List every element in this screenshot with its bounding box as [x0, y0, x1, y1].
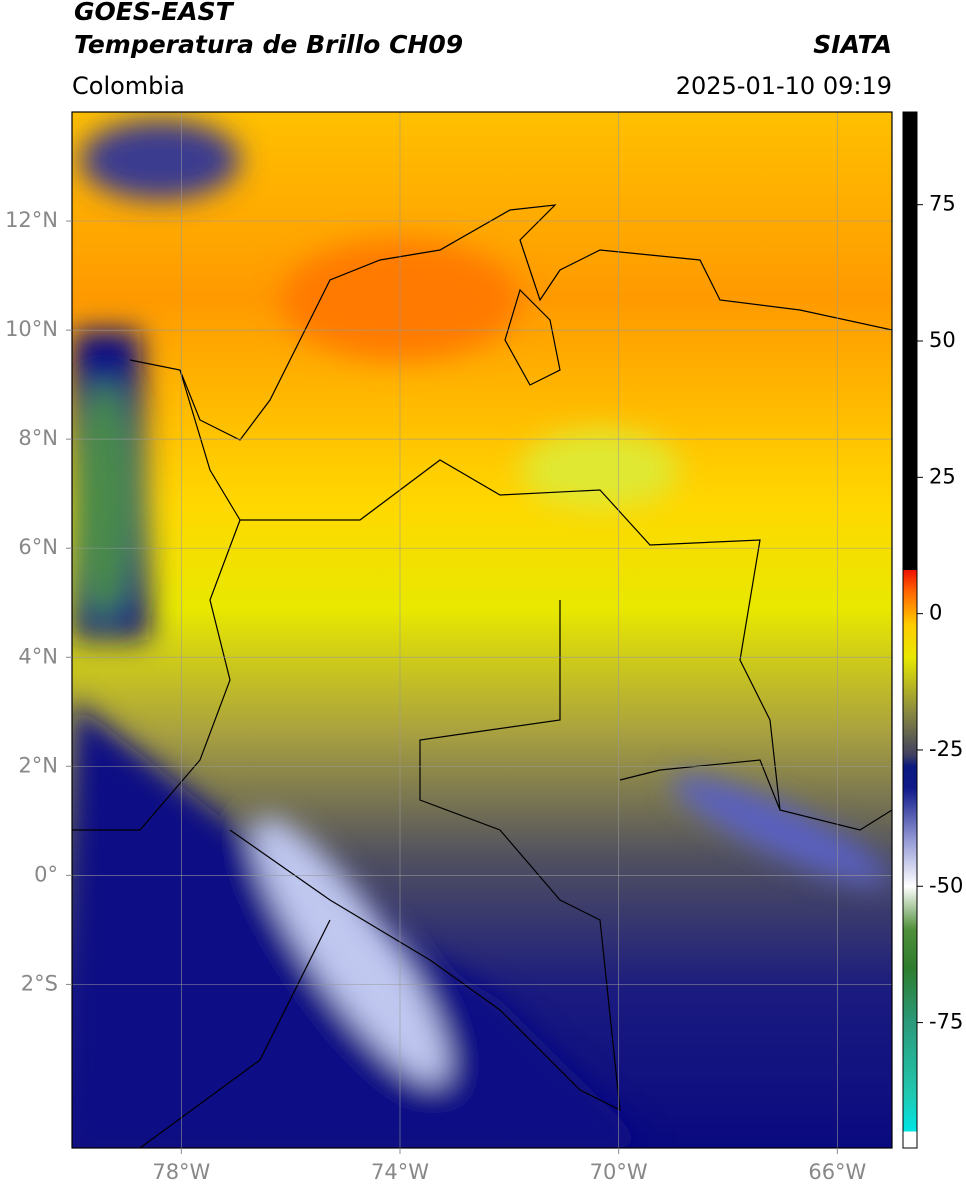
x-tick-label: 74°W	[371, 1160, 429, 1184]
x-tick-label: 66°W	[808, 1160, 866, 1184]
source: SIATA	[813, 30, 892, 59]
colorbar-tick-label: -75	[929, 1010, 963, 1034]
colorbar-tick-label: 0	[929, 601, 942, 625]
y-tick-label: 12°N	[5, 208, 58, 232]
y-tick-label: 2°S	[21, 971, 58, 995]
map-frame	[71, 111, 893, 1149]
y-tick-label: 2°N	[18, 753, 58, 777]
map-image	[72, 112, 892, 1148]
colorbar	[902, 111, 918, 1149]
colorbar-tick-label: 50	[929, 328, 956, 352]
y-tick-label: 10°N	[5, 317, 58, 341]
colorbar-tick-label: 25	[929, 464, 956, 488]
x-tick-label: 78°W	[152, 1160, 210, 1184]
grid	[72, 112, 892, 1148]
colorbar-tick-label: -25	[929, 737, 963, 761]
datetime: 2025-01-10 09:19	[676, 72, 892, 100]
colorbar-tick-label: 75	[929, 192, 956, 216]
y-tick-label: 0°	[34, 862, 58, 886]
title: GOES-EAST	[74, 0, 235, 26]
y-tick-label: 4°N	[18, 644, 58, 668]
colorbar-tick-label: -50	[929, 873, 963, 897]
y-tick-label: 6°N	[18, 535, 58, 559]
x-tick-label: 70°W	[590, 1160, 648, 1184]
region: Colombia	[72, 72, 185, 100]
subtitle: Temperatura de Brillo CH09	[74, 30, 463, 59]
y-tick-label: 8°N	[18, 426, 58, 450]
